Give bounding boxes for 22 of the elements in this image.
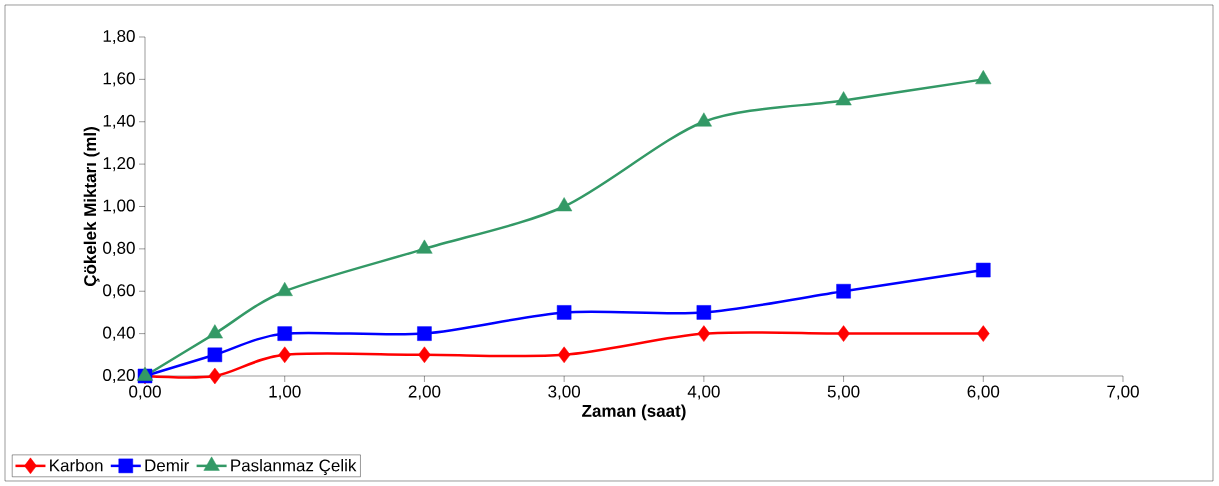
x-tick-label: 0,00 [129,385,161,400]
x-tick-label: 3,00 [548,385,581,400]
x-tick-label: 6,00 [967,385,1000,400]
y-tick-label: 0,80 [103,241,135,256]
x-axis-title: Zaman (saat) [582,404,686,421]
y-tick-label: 1,80 [103,29,135,45]
legend-label: Karbon [50,458,103,472]
y-tick-label: 0,40 [103,326,135,341]
y-axis-title: Çökelek Miktarı (ml) [83,127,100,287]
y-tick-label: 0,20 [103,368,135,384]
y-tick-label: 1,20 [103,157,135,172]
x-tick-label: 2,00 [408,385,441,400]
x-tick-label: 1,00 [269,385,301,400]
y-tick-label: 1,60 [103,72,135,87]
legend-label: Paslanmaz Çelik [231,458,357,475]
x-tick-label: 5,00 [827,385,860,400]
y-tick-label: 0,60 [103,284,135,299]
y-tick-label: 1,40 [103,114,135,129]
legend-label: Demir [145,458,190,472]
x-tick-label: 4,00 [687,385,720,400]
x-tick-label: 7,00 [1107,385,1139,400]
y-tick-label: 1,00 [103,199,135,214]
